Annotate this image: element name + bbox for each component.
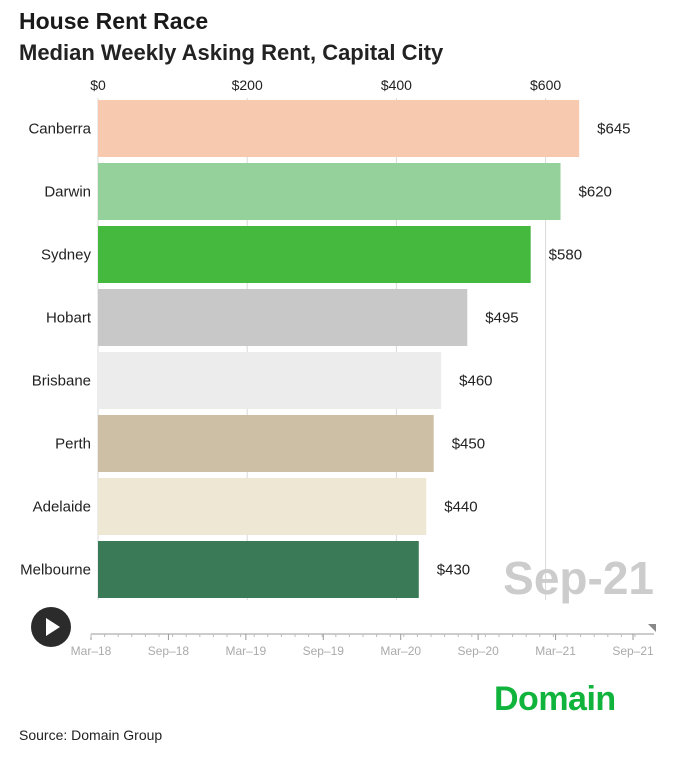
value-label: $580 bbox=[549, 247, 582, 264]
value-label: $460 bbox=[459, 373, 492, 390]
timeline-tick-label: Mar–19 bbox=[226, 644, 267, 658]
timeline-tick-label: Mar–20 bbox=[380, 644, 421, 658]
category-label: Brisbane bbox=[32, 373, 91, 390]
bar bbox=[98, 478, 427, 535]
x-tick-label: $200 bbox=[232, 77, 263, 93]
chart-subtitle: Median Weekly Asking Rent, Capital City bbox=[19, 40, 444, 65]
x-tick-label: $400 bbox=[381, 77, 412, 93]
timeline-tick-label: Sep–19 bbox=[303, 644, 345, 658]
source-note: Source: Domain Group bbox=[19, 727, 163, 743]
value-label: $620 bbox=[579, 184, 612, 201]
value-label: $645 bbox=[597, 121, 630, 138]
category-label: Perth bbox=[55, 436, 91, 453]
bar bbox=[98, 163, 561, 220]
value-label: $440 bbox=[444, 499, 477, 516]
timeline-tick-label: Mar–18 bbox=[71, 644, 112, 658]
period-label: Sep-21 bbox=[503, 552, 654, 604]
x-tick-label: $600 bbox=[530, 77, 561, 93]
bar bbox=[98, 541, 419, 598]
timeline-tick-label: Sep–21 bbox=[612, 644, 654, 658]
bar bbox=[98, 100, 580, 157]
x-tick-label: $0 bbox=[90, 77, 106, 93]
timeline-tick-label: Sep–20 bbox=[457, 644, 499, 658]
domain-logo: Domain bbox=[494, 680, 616, 718]
play-icon bbox=[46, 618, 60, 636]
value-label: $430 bbox=[437, 562, 470, 579]
chart-title: House Rent Race bbox=[19, 8, 209, 34]
value-label: $495 bbox=[485, 310, 518, 327]
bar bbox=[98, 226, 531, 283]
timeline-tick-label: Sep–18 bbox=[148, 644, 190, 658]
bar-chart: $0 $200 $400 $600 Sep-21 Canberra $645 Darwin $6… bbox=[20, 77, 656, 658]
play-button[interactable] bbox=[31, 607, 71, 647]
category-label: Hobart bbox=[46, 310, 92, 327]
category-label: Canberra bbox=[28, 121, 91, 138]
category-label: Adelaide bbox=[33, 499, 91, 516]
category-label: Melbourne bbox=[20, 562, 91, 579]
value-label: $450 bbox=[452, 436, 485, 453]
category-label: Darwin bbox=[44, 184, 91, 201]
bar bbox=[98, 352, 442, 409]
category-label: Sydney bbox=[41, 247, 92, 264]
timeline-tick-label: Mar–21 bbox=[535, 644, 576, 658]
timeline-handle[interactable] bbox=[648, 624, 656, 632]
bar bbox=[98, 415, 434, 472]
bar bbox=[98, 289, 468, 346]
